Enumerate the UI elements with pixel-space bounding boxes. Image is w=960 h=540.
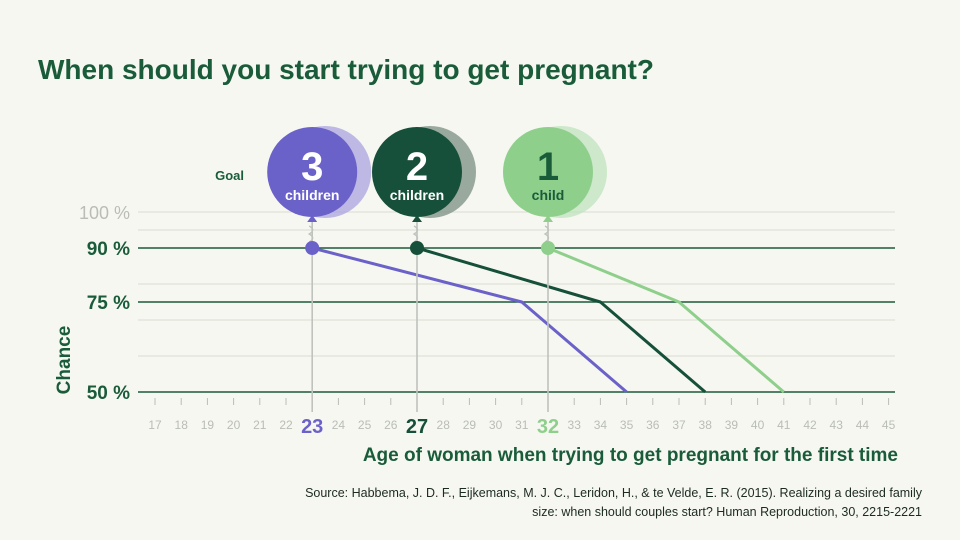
series-line [547,246,785,394]
y-tick-label: 90 % [87,239,130,260]
x-tick-label: 39 [725,418,739,432]
balloon-number: 2 [406,145,428,189]
x-tick-label: 28 [437,418,451,432]
balloon-word: child [532,187,565,203]
balloon [267,127,358,217]
x-tick-label: 41 [777,418,791,432]
balloon-tie [412,215,422,222]
page-title: When should you start trying to get preg… [38,54,654,85]
x-tick-label: 36 [646,418,660,432]
balloon-knot [412,225,419,243]
balloon [503,127,593,217]
x-tick-label: 17 [148,418,162,432]
x-axis-label: Age of woman when trying to get pregnant… [363,445,898,466]
x-tick-label: 40 [751,418,765,432]
series-point [541,241,555,255]
x-tick-label: 33 [568,418,582,432]
highlighted-age-label: 32 [537,416,559,438]
goal-label: Goal [215,168,244,183]
x-tick-label: 34 [594,418,608,432]
balloon-knot [543,225,550,243]
balloon-number: 1 [537,145,559,189]
y-tick-label: 75 % [87,293,130,314]
balloon-word: children [285,187,339,203]
x-tick-label: 44 [856,418,870,432]
x-tick-label: 45 [882,418,896,432]
series-point [410,241,424,255]
x-tick-label: 19 [201,418,215,432]
highlighted-age-label: 23 [301,416,323,438]
x-tick-label: 42 [803,418,817,432]
y-axis-label: Chance [54,326,75,395]
x-tick-label: 25 [358,418,372,432]
balloon [372,127,462,217]
x-tick-label: 22 [279,418,293,432]
y-tick-label: 100 % [79,203,130,223]
balloon-word: children [390,187,444,203]
balloon-tie [307,215,318,222]
balloon-number: 3 [301,145,323,189]
x-tick-label: 38 [699,418,713,432]
x-tick-label: 37 [672,418,686,432]
x-tick-label: 20 [227,418,241,432]
x-tick-label: 29 [463,418,477,432]
x-tick-label: 21 [253,418,267,432]
series-line [311,246,628,394]
highlighted-age-label: 27 [406,416,428,438]
x-tick-label: 35 [620,418,634,432]
x-tick-label: 31 [515,418,529,432]
x-tick-label: 30 [489,418,503,432]
balloon-tie [543,215,553,222]
y-tick-label: 50 % [87,383,130,404]
x-tick-label: 18 [175,418,189,432]
source-citation: Source: Habbema, J. D. F., Eijkemans, M.… [305,486,922,519]
x-tick-label: 24 [332,418,346,432]
series-line [416,246,707,394]
series-point [305,241,320,255]
balloon-knot [307,225,314,243]
x-tick-label: 26 [384,418,398,432]
x-tick-label: 43 [830,418,844,432]
